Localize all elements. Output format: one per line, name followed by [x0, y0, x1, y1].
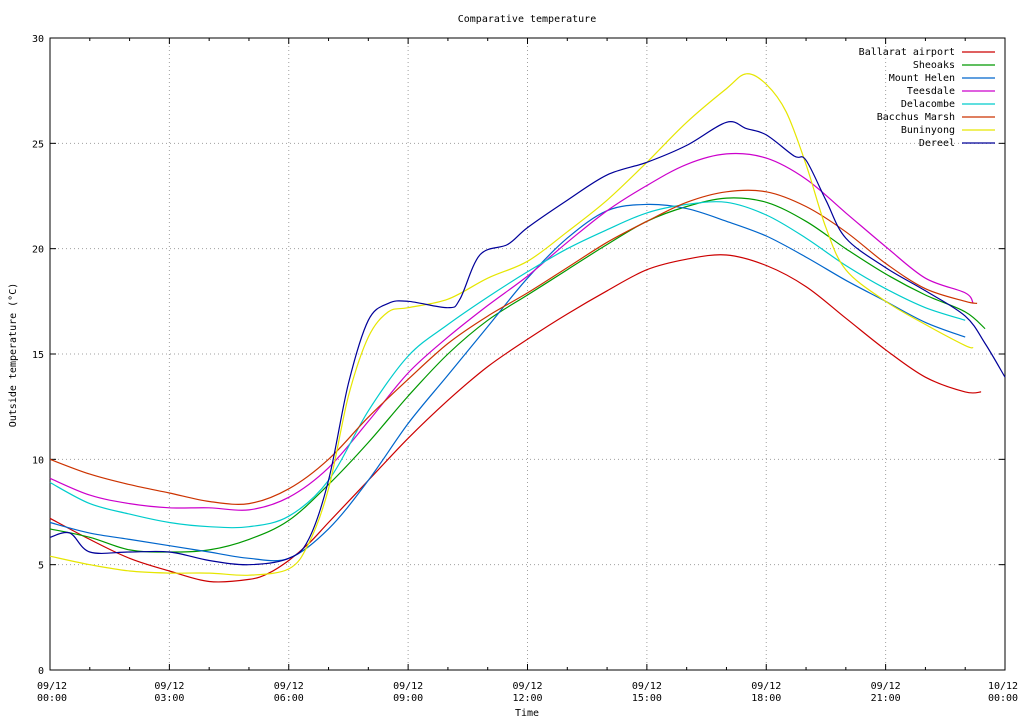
y-tick-label: 30 [32, 34, 44, 45]
x-tick-label-time: 00:00 [37, 693, 67, 704]
legend-label-dereel: Dereel [919, 138, 955, 149]
x-tick-label-date: 09/12 [37, 681, 67, 692]
y-axis-label: Outside temperature (°C) [8, 283, 19, 428]
legend-label-teesdale: Teesdale [907, 86, 955, 97]
x-tick-label-time: 15:00 [632, 693, 662, 704]
series-line-dereel [49, 121, 1006, 566]
x-tick-label-time: 09:00 [393, 693, 423, 704]
x-tick-label-time: 06:00 [274, 693, 304, 704]
series-line-mount-helen [49, 203, 966, 562]
x-tick-label-date: 09/12 [274, 681, 304, 692]
x-tick-label-date: 09/12 [871, 681, 901, 692]
y-tick-label: 0 [38, 666, 44, 677]
x-tick-label-time: 21:00 [871, 693, 901, 704]
legend-label-ballarat-airport: Ballarat airport [859, 47, 955, 58]
x-tick-label-time: 00:00 [988, 693, 1018, 704]
series-line-ballarat-airport [49, 254, 982, 583]
x-axis-label: Time [515, 708, 539, 719]
x-tick-label-date: 09/12 [751, 681, 781, 692]
y-tick-label: 25 [32, 139, 44, 150]
x-tick-label-time: 18:00 [751, 693, 781, 704]
chart-title: Comparative temperature [458, 14, 596, 25]
legend-label-mount-helen: Mount Helen [889, 73, 955, 84]
y-tick-label: 10 [32, 455, 44, 466]
grid [50, 38, 1005, 670]
series-lines [49, 73, 1006, 583]
series-line-delacombe [49, 201, 966, 529]
series-line-buninyong [49, 73, 974, 576]
axis-ticks: 05101520253009/1200:0009/1203:0009/1206:… [32, 34, 1018, 704]
legend: Ballarat airport Sheoaks Mount Helen Teesda… [859, 47, 995, 149]
x-tick-label-time: 03:00 [154, 693, 184, 704]
x-tick-label-date: 09/12 [393, 681, 423, 692]
legend-label-buninyong: Buninyong [901, 125, 955, 136]
x-tick-label-date: 09/12 [632, 681, 662, 692]
series-line-teesdale [49, 152, 974, 511]
series-line-sheoaks [49, 197, 986, 553]
series-line-bacchus-marsh [49, 189, 978, 505]
y-tick-label: 20 [32, 245, 44, 256]
legend-label-bacchus-marsh: Bacchus Marsh [877, 112, 955, 123]
x-tick-label-date: 09/12 [512, 681, 542, 692]
legend-label-sheoaks: Sheoaks [913, 60, 955, 71]
legend-label-delacombe: Delacombe [901, 99, 955, 110]
y-tick-label: 5 [38, 561, 44, 572]
x-tick-label-time: 12:00 [512, 693, 542, 704]
y-tick-label: 15 [32, 350, 44, 361]
x-tick-label-date: 10/12 [988, 681, 1018, 692]
x-tick-label-date: 09/12 [154, 681, 184, 692]
